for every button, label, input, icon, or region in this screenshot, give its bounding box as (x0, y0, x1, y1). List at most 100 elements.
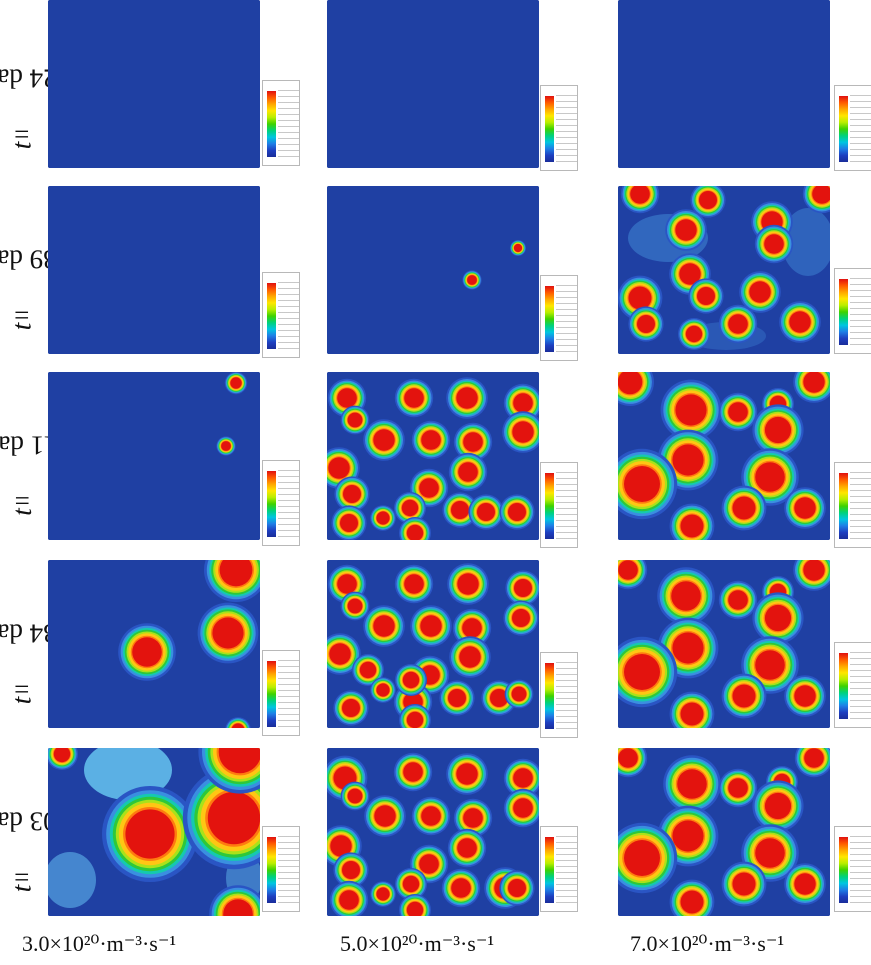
equals-sign: = (14, 862, 30, 893)
colorbar-legend (262, 80, 300, 166)
colorbar-gradient (267, 283, 276, 349)
precipitate-particle (628, 306, 664, 342)
microstructure-field (618, 372, 830, 540)
colorbar-legend (262, 272, 300, 358)
precipitate-particle (393, 752, 433, 792)
equals-sign: = (14, 485, 30, 516)
colorbar-gradient (545, 663, 554, 729)
precipitate-particle (439, 680, 475, 716)
precipitate-particle (802, 186, 830, 214)
equals-sign: = (14, 674, 30, 705)
precipitate-particle (197, 602, 259, 664)
column-label-3e20: 3.0×10²⁰·m⁻³·s⁻¹ (22, 931, 177, 956)
colorbar-legend (262, 460, 300, 546)
colorbar-gradient (267, 471, 276, 537)
panel-c1-t334 (48, 560, 260, 728)
precipitate-particle (410, 605, 452, 647)
precipitate-particle (363, 419, 405, 461)
colorbar-legend (834, 462, 871, 548)
microstructure-field (48, 560, 260, 728)
precipitate-particle (752, 404, 804, 456)
precipitate-particle (752, 592, 804, 644)
colorbar-legend (834, 85, 871, 171)
precipitate-particle (663, 755, 721, 813)
precipitate-particle (618, 748, 648, 778)
colorbar-gradient (267, 837, 276, 903)
panel-c3-t189 (618, 186, 830, 354)
precipitate-particle (793, 372, 830, 403)
microstructure-field (327, 186, 539, 354)
precipitate-particle (102, 786, 198, 882)
precipitate-particle (395, 664, 427, 696)
precipitate-particle (784, 863, 826, 905)
panel-c1-t189 (48, 186, 260, 354)
precipitate-particle (499, 494, 535, 530)
precipitate-particle (618, 636, 678, 708)
column-label-7e20: 7.0×10²⁰·m⁻³·s⁻¹ (630, 931, 785, 956)
colorbar-ticks (278, 470, 299, 538)
colorbar-ticks (850, 836, 871, 904)
precipitate-particle (399, 517, 431, 540)
colorbar-gradient (839, 473, 848, 539)
colorbar-ticks (556, 285, 577, 353)
colorbar-ticks (278, 836, 299, 904)
colorbar-gradient (545, 96, 554, 162)
panel-c2-t334 (327, 560, 539, 728)
precipitate-particle (779, 301, 821, 343)
row-label-311: t = 311 days (0, 372, 70, 540)
precipitate-particle (462, 270, 482, 290)
colorbar-gradient (839, 653, 848, 719)
colorbar-ticks (278, 660, 299, 728)
precipitate-particle (618, 560, 648, 590)
equals-sign: = (14, 300, 30, 331)
row-label-124: t = 124 days (0, 5, 70, 173)
precipitate-particle (669, 691, 715, 728)
colorbar-legend (262, 650, 300, 736)
panel-c3-t124 (618, 0, 830, 168)
microstructure-field (48, 0, 260, 168)
colorbar-ticks (556, 472, 577, 540)
precipitate-particle (499, 870, 535, 906)
colorbar-gradient (545, 473, 554, 539)
panel-c1-t403 (48, 748, 260, 916)
panel-c1-t124 (48, 0, 260, 168)
microstructure-field (327, 560, 539, 728)
microstructure-field (618, 0, 830, 168)
precipitate-particle (442, 492, 478, 528)
precipitate-particle (678, 318, 710, 350)
colorbar-ticks (850, 95, 871, 163)
precipitate-particle (363, 605, 405, 647)
colorbar-gradient (267, 661, 276, 727)
precipitate-particle (331, 505, 367, 540)
precipitate-particle (718, 392, 758, 432)
precipitate-particle (447, 828, 487, 868)
precipitate-particle (660, 379, 722, 441)
precipitate-particle (447, 563, 489, 605)
precipitate-particle (224, 372, 248, 395)
colorbar-legend (540, 652, 578, 738)
panel-c2-t403 (327, 748, 539, 916)
precipitate-particle (364, 795, 406, 837)
microstructure-field (327, 0, 539, 168)
colorbar-ticks (556, 662, 577, 730)
colorbar-gradient (267, 91, 276, 157)
colorbar-ticks (556, 836, 577, 904)
precipitate-particle (399, 704, 431, 728)
precipitate-particle (690, 186, 726, 218)
precipitate-particle (446, 377, 488, 419)
precipitate-particle (399, 894, 431, 916)
precipitate-particle (503, 600, 539, 636)
precipitate-particle (204, 560, 260, 602)
precipitate-particle (448, 452, 488, 492)
panel-c1-t311 (48, 372, 260, 540)
precipitate-particle (340, 405, 370, 435)
precipitate-particle (503, 788, 539, 828)
precipitate-particle (618, 372, 654, 406)
column-label-5e20: 5.0×10²⁰·m⁻³·s⁻¹ (340, 931, 495, 956)
precipitate-particle (411, 420, 451, 460)
precipitate-particle (502, 411, 539, 453)
colorbar-gradient (839, 837, 848, 903)
precipitate-particle (721, 861, 767, 907)
precipitate-particle (453, 798, 493, 838)
precipitate-particle (505, 570, 539, 606)
